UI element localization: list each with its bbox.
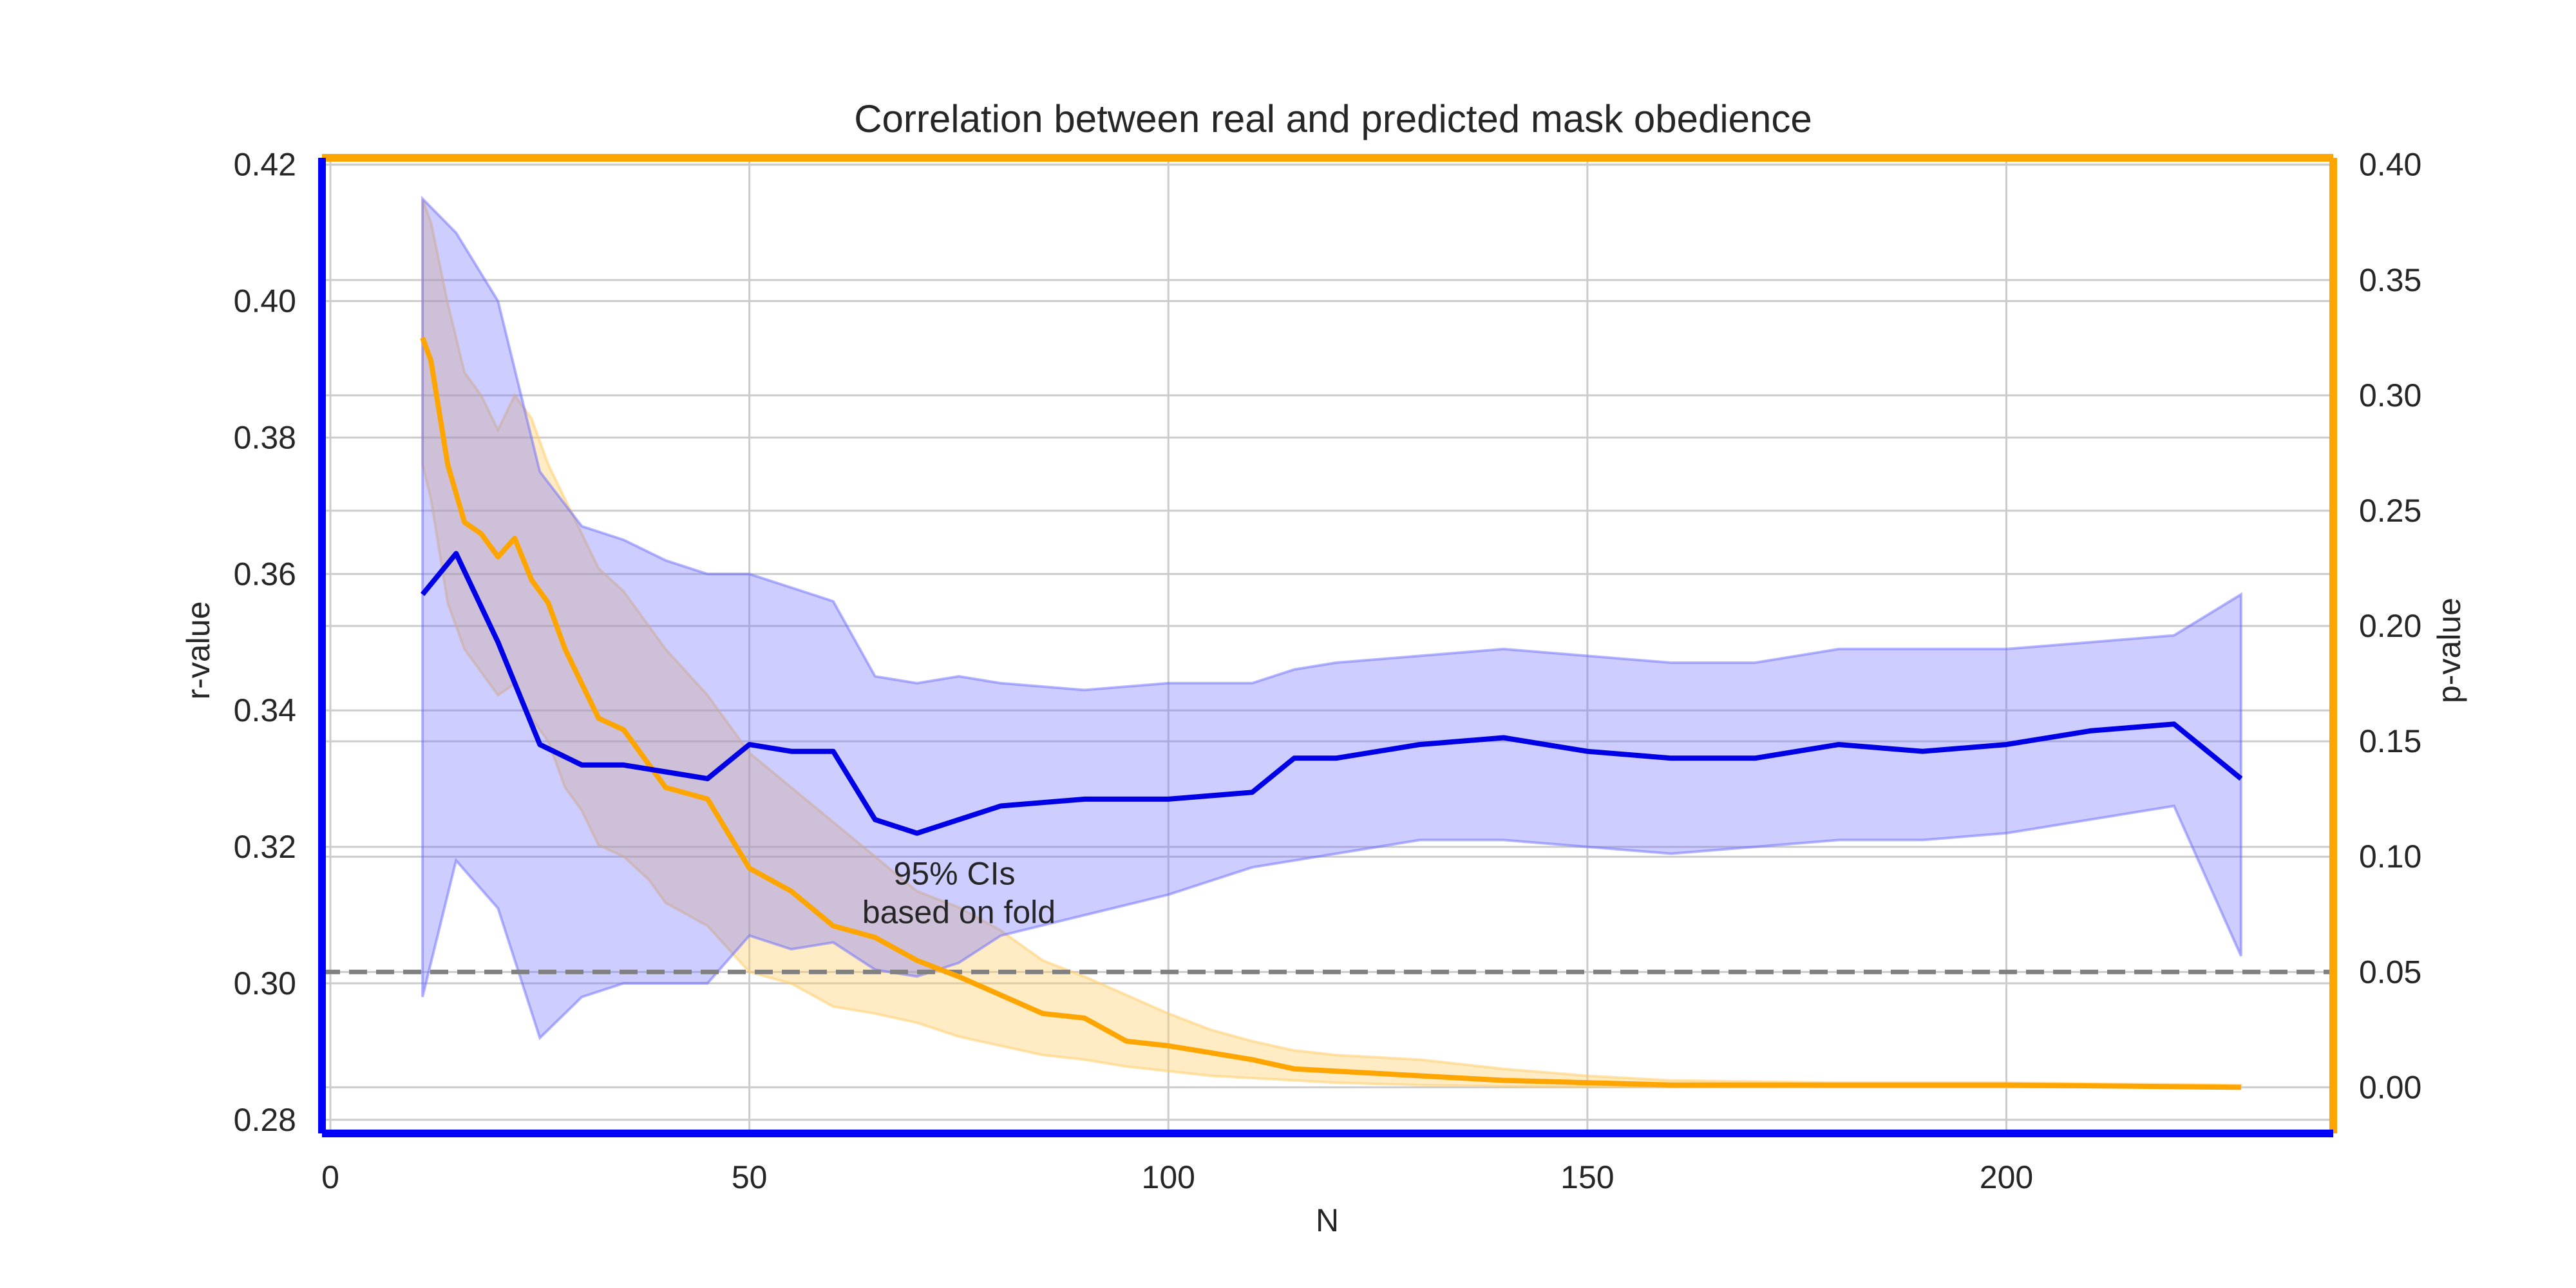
y-right-tick-label-2: 0.10 xyxy=(2359,838,2421,875)
y-right-tick-label-0: 0.00 xyxy=(2359,1069,2421,1105)
y-right-tick-label-5: 0.25 xyxy=(2359,493,2421,529)
y-right-tick-label-4: 0.20 xyxy=(2359,608,2421,644)
y-right-tick-labels: 0.00 0.05 0.10 0.15 0.20 0.25 0.30 0.35 0.40 xyxy=(2359,147,2421,1106)
x-tick-label-0: 0 xyxy=(321,1159,339,1195)
r-value-ci-band xyxy=(421,195,2242,1041)
y-left-axis-label: r-value xyxy=(180,601,216,700)
y-right-tick-label-7: 0.35 xyxy=(2359,262,2421,298)
y-left-tick-label-3: 0.34 xyxy=(234,692,296,728)
y-left-tick-label-1: 0.30 xyxy=(234,965,296,1001)
y-left-tick-label-7: 0.42 xyxy=(234,147,296,183)
y-left-tick-label-5: 0.38 xyxy=(234,419,296,455)
p-value-series-layer xyxy=(420,337,2241,1090)
ci-annotation-line-2: based on fold xyxy=(862,894,1056,930)
y-right-axis-label: p-value xyxy=(2431,598,2467,703)
x-tick-label-1: 50 xyxy=(732,1159,768,1195)
x-tick-label-3: 150 xyxy=(1560,1159,1614,1195)
y-left-tick-label-4: 0.36 xyxy=(234,556,296,592)
r-value-line xyxy=(421,551,2243,836)
y-right-tick-label-3: 0.15 xyxy=(2359,723,2421,759)
chart-title: Correlation between real and predicted m… xyxy=(854,97,1812,140)
y-left-tick-label-6: 0.40 xyxy=(234,283,296,319)
x-tick-label-4: 200 xyxy=(1980,1159,2033,1195)
y-right-tick-label-6: 0.30 xyxy=(2359,377,2421,413)
x-axis-label: N xyxy=(1316,1202,1339,1238)
y-left-tick-label-2: 0.32 xyxy=(234,829,296,865)
y-left-tick-labels: 0.28 0.30 0.32 0.34 0.36 0.38 0.40 0.42 xyxy=(234,147,296,1138)
ci-annotation: 95% CIs based on fold xyxy=(862,855,1056,930)
y-left-tick-label-0: 0.28 xyxy=(234,1102,296,1138)
x-tick-labels: 0 50 100 150 200 xyxy=(321,1159,2033,1195)
y-right-tick-label-8: 0.40 xyxy=(2359,147,2421,183)
p-value-line xyxy=(420,337,2241,1090)
r-value-ci-band-layer xyxy=(421,195,2242,1041)
ci-annotation-line-1: 95% CIs xyxy=(894,855,1016,891)
x-tick-label-2: 100 xyxy=(1142,1159,1195,1195)
r-value-series-layer xyxy=(421,551,2243,836)
y-right-tick-label-1: 0.05 xyxy=(2359,954,2421,990)
